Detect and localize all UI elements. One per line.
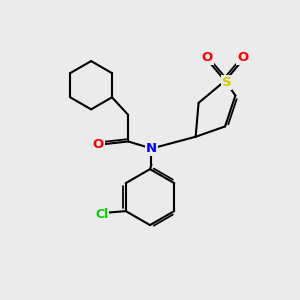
- Text: Cl: Cl: [95, 208, 108, 220]
- Text: O: O: [237, 51, 248, 64]
- Text: O: O: [93, 138, 104, 151]
- Text: O: O: [202, 51, 213, 64]
- Text: S: S: [222, 76, 231, 89]
- Text: N: N: [146, 142, 157, 155]
